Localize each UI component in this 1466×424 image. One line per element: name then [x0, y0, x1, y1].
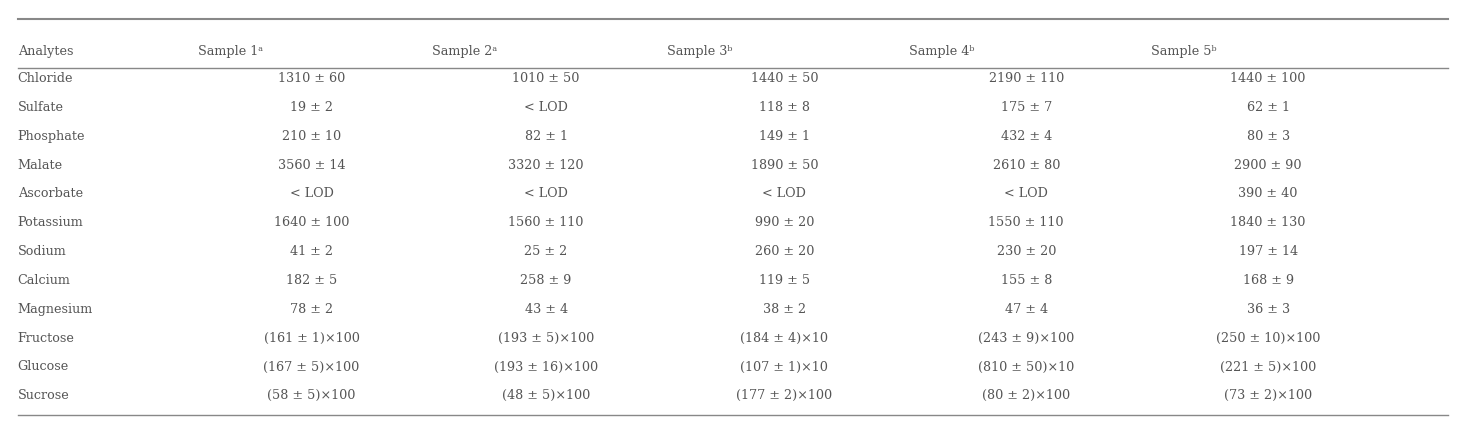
Text: (48 ± 5)×100: (48 ± 5)×100: [501, 389, 591, 402]
Text: (243 ± 9)×100: (243 ± 9)×100: [978, 332, 1075, 345]
Text: 1440 ± 50: 1440 ± 50: [751, 72, 818, 85]
Text: 210 ± 10: 210 ± 10: [281, 130, 342, 143]
Text: 1890 ± 50: 1890 ± 50: [751, 159, 818, 172]
Text: Sample 5ᵇ: Sample 5ᵇ: [1151, 45, 1217, 58]
Text: Sample 3ᵇ: Sample 3ᵇ: [667, 45, 733, 58]
Text: 119 ± 5: 119 ± 5: [759, 274, 809, 287]
Text: 1310 ± 60: 1310 ± 60: [279, 72, 345, 85]
Text: 155 ± 8: 155 ± 8: [1000, 274, 1053, 287]
Text: (221 ± 5)×100: (221 ± 5)×100: [1220, 360, 1316, 374]
Text: Sample 4ᵇ: Sample 4ᵇ: [909, 45, 975, 58]
Text: 62 ± 1: 62 ± 1: [1246, 101, 1290, 114]
Text: 2190 ± 110: 2190 ± 110: [988, 72, 1064, 85]
Text: 990 ± 20: 990 ± 20: [755, 216, 814, 229]
Text: Sucrose: Sucrose: [18, 389, 69, 402]
Text: 78 ± 2: 78 ± 2: [290, 303, 333, 316]
Text: 1010 ± 50: 1010 ± 50: [513, 72, 579, 85]
Text: 36 ± 3: 36 ± 3: [1246, 303, 1290, 316]
Text: (107 ± 1)×10: (107 ± 1)×10: [740, 360, 828, 374]
Text: 260 ± 20: 260 ± 20: [755, 245, 814, 258]
Text: < LOD: < LOD: [525, 101, 567, 114]
Text: 82 ± 1: 82 ± 1: [525, 130, 567, 143]
Text: Calcium: Calcium: [18, 274, 70, 287]
Text: 1640 ± 100: 1640 ± 100: [274, 216, 349, 229]
Text: 1440 ± 100: 1440 ± 100: [1230, 72, 1306, 85]
Text: 2610 ± 80: 2610 ± 80: [992, 159, 1060, 172]
Text: 390 ± 40: 390 ± 40: [1239, 187, 1297, 201]
Text: Potassium: Potassium: [18, 216, 84, 229]
Text: Glucose: Glucose: [18, 360, 69, 374]
Text: 432 ± 4: 432 ± 4: [1001, 130, 1051, 143]
Text: 1550 ± 110: 1550 ± 110: [988, 216, 1064, 229]
Text: 43 ± 4: 43 ± 4: [525, 303, 567, 316]
Text: Malate: Malate: [18, 159, 63, 172]
Text: Ascorbate: Ascorbate: [18, 187, 82, 201]
Text: (250 ± 10)×100: (250 ± 10)×100: [1215, 332, 1321, 345]
Text: (80 ± 2)×100: (80 ± 2)×100: [982, 389, 1070, 402]
Text: 182 ± 5: 182 ± 5: [286, 274, 337, 287]
Text: 258 ± 9: 258 ± 9: [520, 274, 572, 287]
Text: Chloride: Chloride: [18, 72, 73, 85]
Text: 175 ± 7: 175 ± 7: [1001, 101, 1051, 114]
Text: 1840 ± 130: 1840 ± 130: [1230, 216, 1306, 229]
Text: (193 ± 5)×100: (193 ± 5)×100: [498, 332, 594, 345]
Text: 118 ± 8: 118 ± 8: [759, 101, 809, 114]
Text: Magnesium: Magnesium: [18, 303, 92, 316]
Text: (161 ± 1)×100: (161 ± 1)×100: [264, 332, 359, 345]
Text: 19 ± 2: 19 ± 2: [290, 101, 333, 114]
Text: Fructose: Fructose: [18, 332, 75, 345]
Text: Phosphate: Phosphate: [18, 130, 85, 143]
Text: 3320 ± 120: 3320 ± 120: [509, 159, 583, 172]
Text: 1560 ± 110: 1560 ± 110: [509, 216, 583, 229]
Text: Sulfate: Sulfate: [18, 101, 63, 114]
Text: (167 ± 5)×100: (167 ± 5)×100: [264, 360, 359, 374]
Text: 38 ± 2: 38 ± 2: [762, 303, 806, 316]
Text: 25 ± 2: 25 ± 2: [525, 245, 567, 258]
Text: < LOD: < LOD: [290, 187, 333, 201]
Text: 41 ± 2: 41 ± 2: [290, 245, 333, 258]
Text: 230 ± 20: 230 ± 20: [997, 245, 1056, 258]
Text: (58 ± 5)×100: (58 ± 5)×100: [267, 389, 356, 402]
Text: (184 ± 4)×10: (184 ± 4)×10: [740, 332, 828, 345]
Text: < LOD: < LOD: [525, 187, 567, 201]
Text: 197 ± 14: 197 ± 14: [1239, 245, 1297, 258]
Text: (810 ± 50)×10: (810 ± 50)×10: [978, 360, 1075, 374]
Text: 47 ± 4: 47 ± 4: [1004, 303, 1048, 316]
Text: Sample 1ᵃ: Sample 1ᵃ: [198, 45, 262, 58]
Text: (193 ± 16)×100: (193 ± 16)×100: [494, 360, 598, 374]
Text: (73 ± 2)×100: (73 ± 2)×100: [1224, 389, 1312, 402]
Text: < LOD: < LOD: [762, 187, 806, 201]
Text: 149 ± 1: 149 ± 1: [759, 130, 809, 143]
Text: < LOD: < LOD: [1004, 187, 1048, 201]
Text: Sodium: Sodium: [18, 245, 66, 258]
Text: Analytes: Analytes: [18, 45, 73, 58]
Text: 80 ± 3: 80 ± 3: [1246, 130, 1290, 143]
Text: Sample 2ᵃ: Sample 2ᵃ: [432, 45, 498, 58]
Text: 3560 ± 14: 3560 ± 14: [277, 159, 346, 172]
Text: 2900 ± 90: 2900 ± 90: [1234, 159, 1302, 172]
Text: (177 ± 2)×100: (177 ± 2)×100: [736, 389, 833, 402]
Text: 168 ± 9: 168 ± 9: [1243, 274, 1293, 287]
